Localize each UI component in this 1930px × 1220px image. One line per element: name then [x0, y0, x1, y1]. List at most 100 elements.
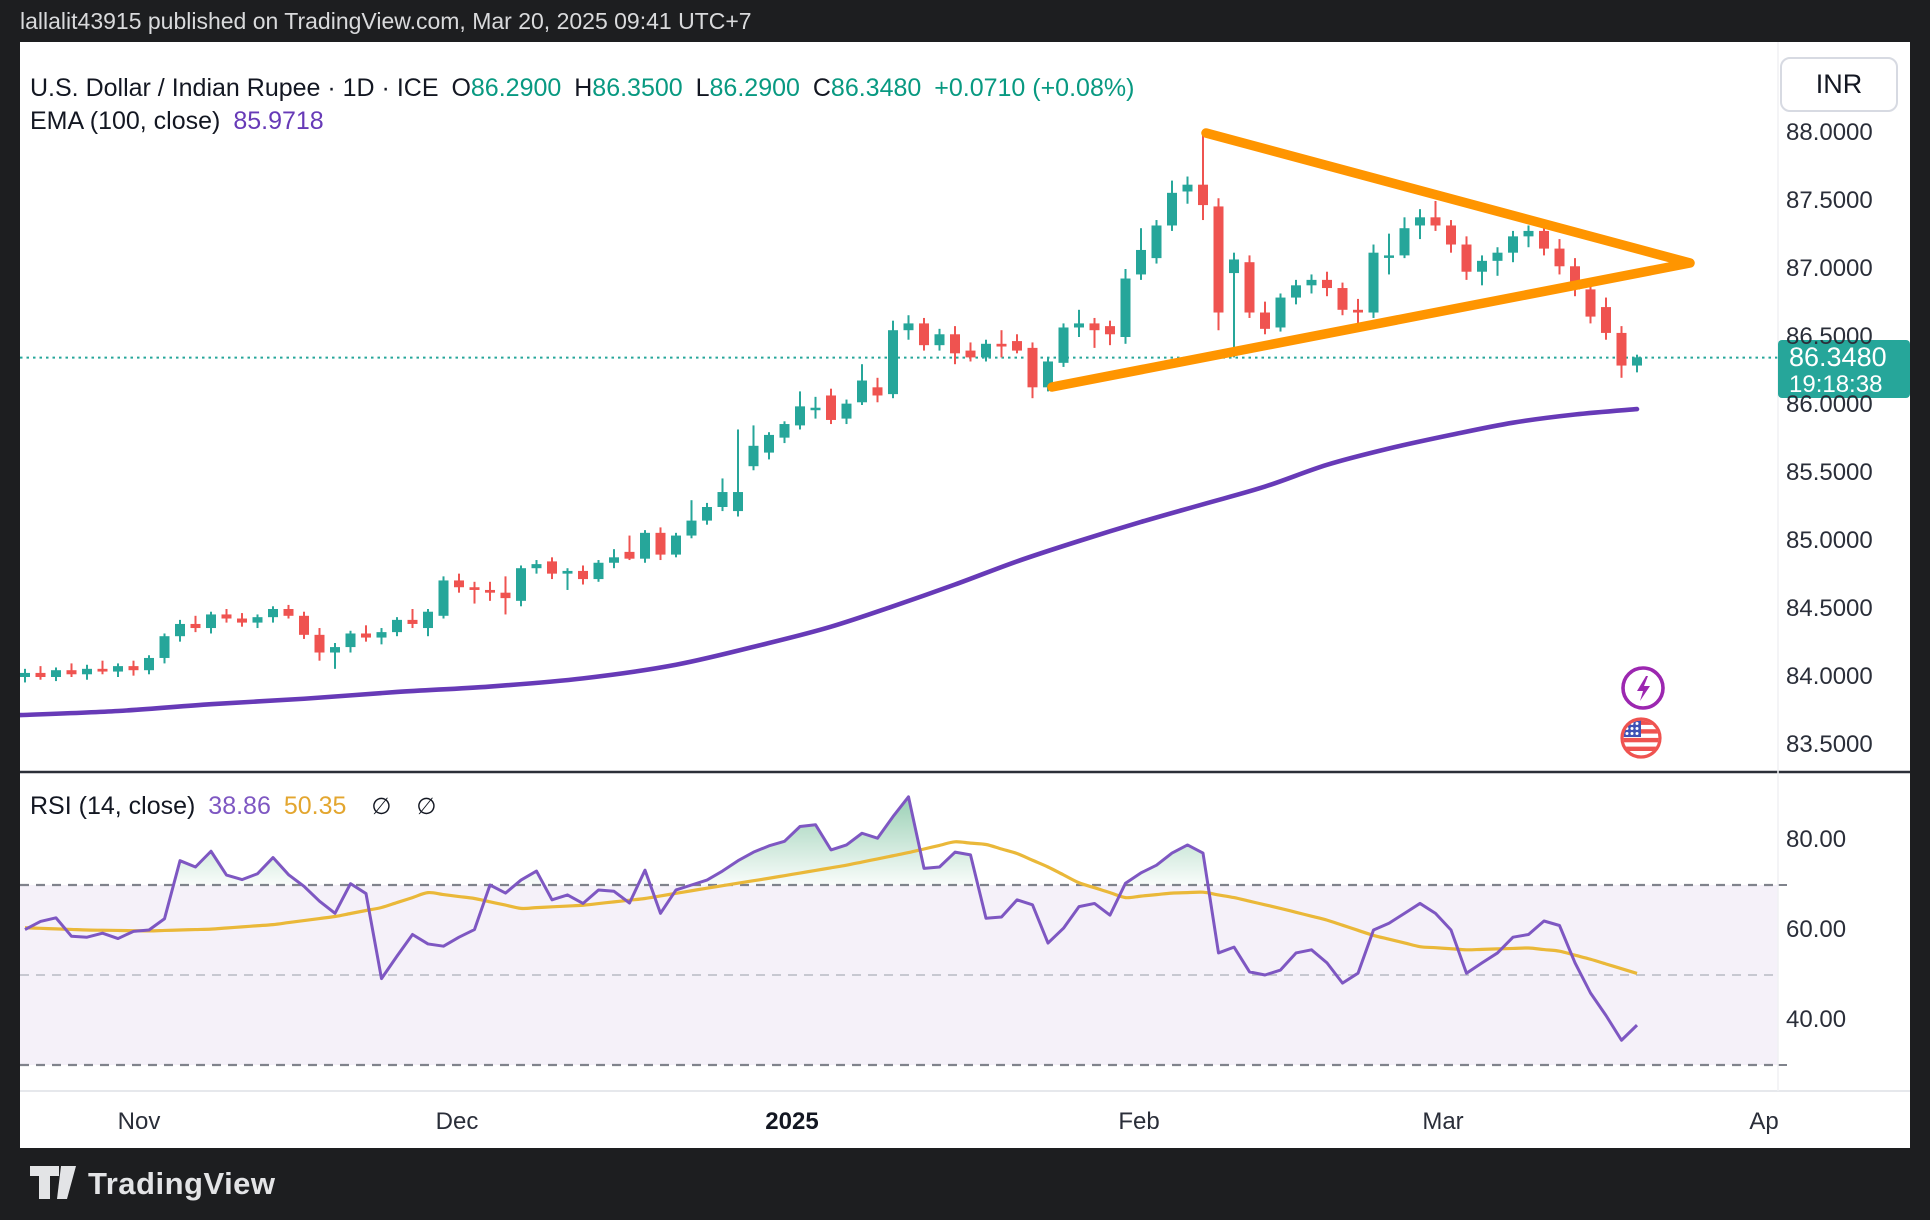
candle-body	[1570, 266, 1580, 290]
candle-body	[1554, 248, 1565, 267]
candle-body	[547, 561, 557, 574]
candle-body	[159, 636, 170, 658]
rsi-ma-line	[24, 840, 1638, 975]
candle-body	[1337, 288, 1348, 310]
candle-body	[702, 507, 712, 521]
ema-value: 85.9718	[233, 107, 324, 135]
candle-body	[1291, 285, 1301, 298]
candle-body	[144, 657, 154, 671]
candle-body	[578, 570, 588, 580]
candle-body	[268, 609, 278, 618]
last-price-value: 86.3480	[1789, 342, 1887, 372]
candle-body	[82, 668, 92, 675]
candle-body	[1136, 249, 1146, 275]
candle-body	[1539, 230, 1549, 249]
candle-body	[1399, 228, 1410, 256]
candle-body	[934, 334, 945, 346]
lightning-icon[interactable]	[1619, 664, 1667, 712]
candle-body	[345, 633, 356, 648]
ohlc-h-value: 86.3500	[592, 74, 683, 102]
candle-body	[1306, 279, 1317, 286]
candle-body	[283, 609, 294, 616]
ema-legend: EMA (100, close) 85.9718	[30, 107, 330, 136]
candle-body	[423, 611, 433, 629]
candle-body	[1229, 259, 1239, 274]
candle-body	[252, 617, 263, 623]
currency-selector-button[interactable]: INR	[1780, 57, 1898, 112]
candle-body	[919, 323, 929, 346]
candle-body	[1616, 332, 1627, 366]
candle-body	[624, 551, 635, 559]
time-tick-label: 2025	[765, 1108, 819, 1135]
publish-text: lallalit43915 published on TradingView.c…	[20, 8, 752, 34]
candle-body	[1632, 357, 1642, 366]
candle-body	[1151, 225, 1162, 259]
empty-set-icon: ∅	[416, 793, 437, 819]
candle-body	[469, 587, 480, 590]
tradingview-wordmark[interactable]: TradingView	[88, 1166, 276, 1201]
candle-body	[1198, 184, 1208, 206]
candle-body	[996, 343, 1007, 347]
candle-body	[1213, 206, 1224, 313]
candle-body	[1601, 307, 1611, 333]
candle-body	[35, 672, 46, 677]
price-tick-label: 87.0000	[1786, 255, 1873, 282]
candle-body	[485, 589, 495, 593]
ohlc-l-label: L	[695, 74, 710, 102]
last-price-badge: 86.3480 19:18:38	[1778, 340, 1910, 398]
candle-body	[66, 670, 77, 675]
time-tick-label: Feb	[1118, 1108, 1160, 1135]
rsi-tick-label: 80.00	[1786, 826, 1847, 853]
candle-body	[562, 570, 573, 574]
price-tick-label: 87.5000	[1786, 187, 1873, 214]
candle-body	[1322, 279, 1332, 289]
candle-body	[1523, 230, 1534, 237]
candle-body	[1508, 236, 1518, 253]
candle-body	[20, 672, 30, 677]
candle-body	[190, 623, 201, 629]
candle-body	[640, 532, 650, 559]
candle-body	[1105, 326, 1115, 335]
candles	[20, 133, 1642, 683]
candle-body	[128, 666, 139, 671]
candle-body	[516, 568, 526, 601]
time-tick-label: Dec	[435, 1108, 479, 1135]
ohlc-c-label: C	[812, 74, 831, 102]
rsi-line	[24, 795, 1639, 1042]
ohlc-o-value: 86.2900	[470, 74, 562, 102]
ohlc-o-label: O	[451, 74, 471, 102]
candle-body	[841, 403, 852, 419]
currency-label: INR	[1815, 69, 1863, 99]
footer-bar: TradingView	[0, 1148, 1930, 1220]
candle-body	[1260, 312, 1270, 329]
change-value: +0.0710 (+0.08%)	[934, 74, 1135, 102]
candle-body	[981, 343, 991, 358]
candle-body	[361, 633, 371, 638]
candle-body	[795, 406, 805, 426]
candle-body	[438, 580, 449, 616]
candle-body	[97, 668, 108, 672]
candle-body	[826, 395, 836, 420]
symbol-legend: U.S. Dollar / Indian Rupee · 1D · ICE O8…	[30, 74, 1140, 103]
candle-body	[1415, 217, 1425, 226]
candle-body	[1167, 192, 1177, 226]
tradingview-logo-icon[interactable]	[30, 1166, 76, 1202]
time-tick-label: Nov	[117, 1108, 161, 1135]
time-tick-label: Mar	[1422, 1108, 1464, 1135]
rsi-label: RSI (14, close)	[30, 792, 196, 820]
candle-body	[1585, 289, 1596, 317]
ohlc-c-value: 86.3480	[830, 74, 922, 102]
price-pane	[20, 128, 1778, 718]
triangle-pattern-drawing[interactable]	[1047, 128, 1695, 392]
price-tick-label: 84.0000	[1786, 663, 1873, 690]
candle-body	[1074, 323, 1084, 328]
candle-body	[1182, 184, 1193, 192]
candle-body	[1027, 347, 1038, 388]
candle-body	[1461, 244, 1472, 272]
candle-body	[221, 614, 232, 619]
us-flag-icon[interactable]	[1617, 714, 1665, 762]
candle-body	[376, 632, 387, 638]
ohlc-h-label: H	[574, 74, 593, 102]
